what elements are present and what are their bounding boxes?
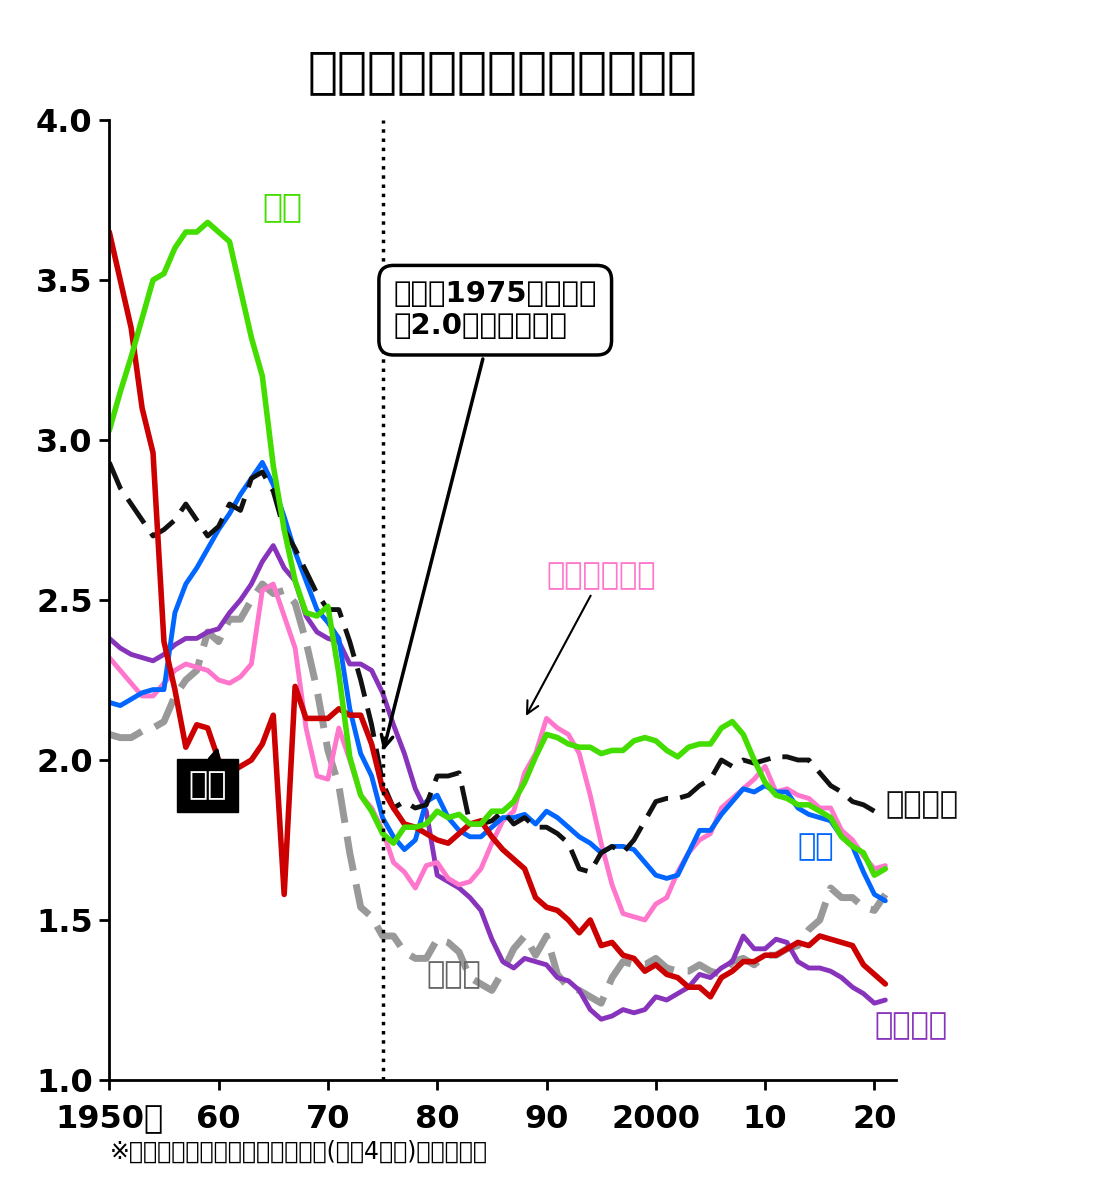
Text: 米国: 米国 (262, 190, 303, 223)
Text: ドイツ: ドイツ (426, 960, 481, 989)
Text: イタリア: イタリア (874, 1012, 948, 1040)
Text: ※内閣府「少子化社会対策白書」(令和4年版)を基に作成: ※内閣府「少子化社会対策白書」(令和4年版)を基に作成 (109, 1140, 487, 1164)
Text: 英国: 英国 (798, 832, 834, 860)
Text: 各国の合計特殊出生率の推移: 各国の合計特殊出生率の推移 (308, 48, 697, 96)
Text: 日本: 日本 (188, 750, 227, 802)
Text: 日本は1975年ごろに
「2.0」を下回った: 日本は1975年ごろに 「2.0」を下回った (381, 280, 597, 748)
Text: フランス: フランス (885, 791, 959, 820)
Text: スウェーデン: スウェーデン (527, 562, 656, 714)
